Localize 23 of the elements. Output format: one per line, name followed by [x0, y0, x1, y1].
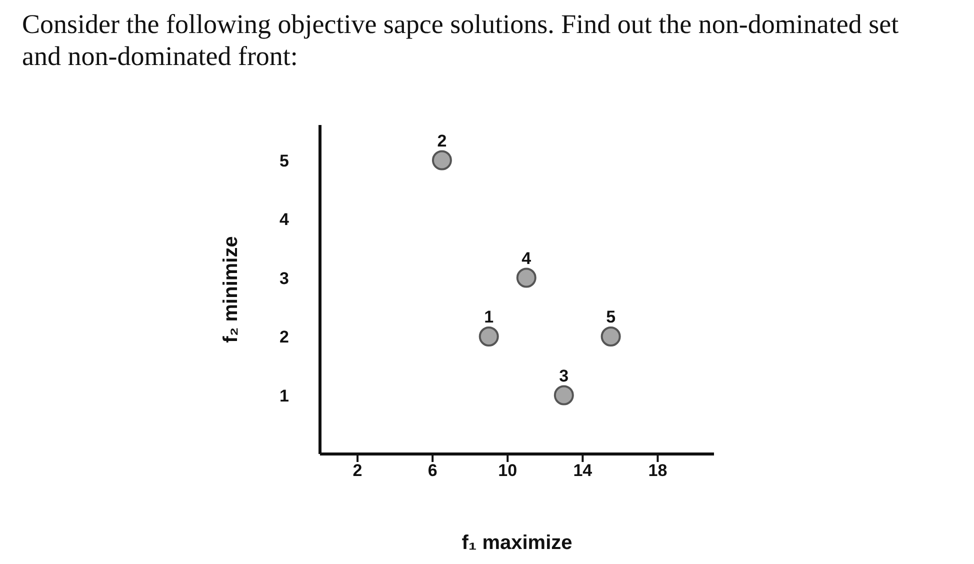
- point: [516, 268, 536, 288]
- y-tick-label: 1: [280, 386, 289, 406]
- point: [478, 326, 499, 346]
- y-tick-label: 2: [280, 328, 289, 347]
- point: [600, 326, 621, 346]
- point: [432, 150, 452, 170]
- x-tick-label: 14: [573, 461, 593, 480]
- annotation: 3: [559, 366, 569, 386]
- y-tick-label: 5: [280, 151, 289, 170]
- x-axis-title: f₁ maximize: [462, 532, 572, 554]
- x-tick-label: 10: [498, 461, 518, 480]
- chart-title: Consider the following objective sapce solutions. Find out the non-dominated set and non-dominated front:: [22, 8, 900, 72]
- y-tick-label: 4: [280, 210, 290, 230]
- x-tick-label: 6: [428, 461, 438, 480]
- annotation: 2: [437, 131, 447, 150]
- annotation: 5: [606, 308, 616, 326]
- y-axis-title: f₂ minimize: [220, 236, 242, 343]
- point: [554, 385, 574, 406]
- annotation: 1: [484, 308, 494, 326]
- y-tick-label: 3: [280, 268, 289, 288]
- annotation: 4: [522, 248, 532, 268]
- x-tick-label: 2: [352, 461, 362, 480]
- x-tick-label: 18: [648, 461, 668, 480]
